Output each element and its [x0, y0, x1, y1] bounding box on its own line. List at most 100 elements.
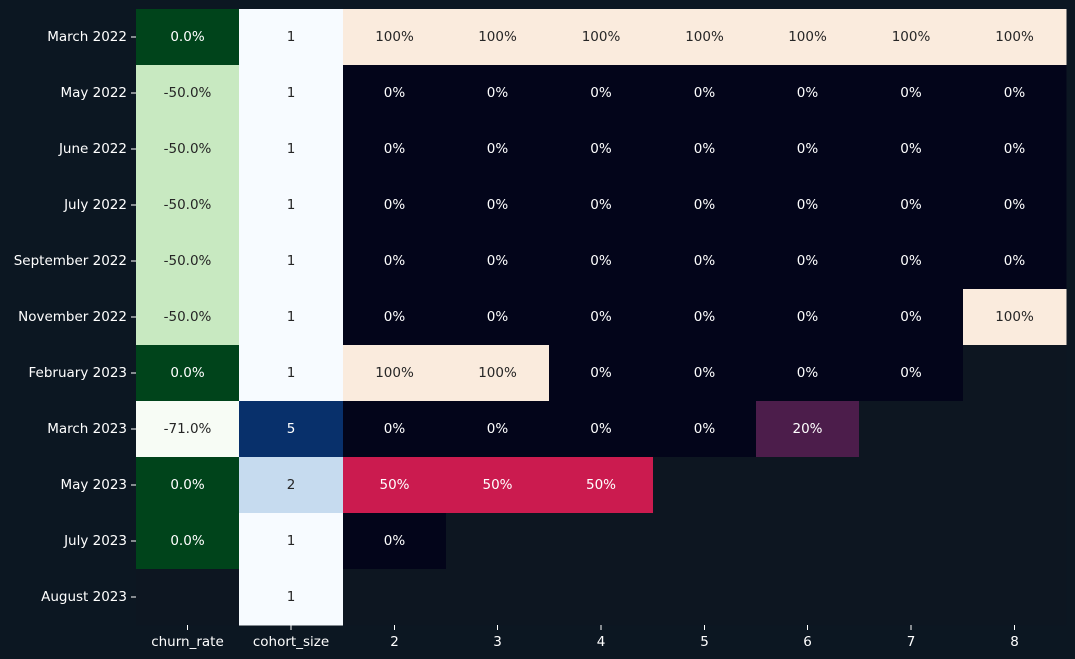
heatmap-cell-retention — [756, 345, 860, 402]
heatmap-cell-retention — [343, 345, 447, 402]
heatmap-cell-empty — [756, 569, 860, 626]
cell-label-retention: 0% — [590, 197, 612, 213]
y-tick-label: September 2022 — [14, 253, 127, 269]
heatmap-cell-empty — [963, 401, 1067, 458]
heatmap-cell-retention — [343, 9, 447, 66]
heatmap-cell-retention — [653, 121, 757, 178]
heatmap-cell-cohort-size — [239, 457, 344, 514]
heatmap-cell-empty — [963, 569, 1067, 626]
cell-label-retention: 0% — [1004, 253, 1026, 269]
cell-label-retention: 0% — [1004, 85, 1026, 101]
heatmap-cell-empty — [343, 569, 447, 626]
heatmap-cell-retention — [549, 289, 654, 346]
heatmap-cell-retention — [756, 121, 860, 178]
heatmap-cell-empty — [859, 513, 964, 570]
cell-label-churn-rate: -50.0% — [164, 309, 212, 325]
heatmap-cell-retention — [446, 289, 550, 346]
cell-label-retention: 0% — [797, 85, 819, 101]
cell-label-retention: 100% — [892, 29, 931, 45]
y-tick-label: June 2022 — [58, 141, 127, 157]
heatmap-cell-retention — [859, 65, 964, 122]
heatmap-cell-empty — [756, 457, 860, 514]
heatmap-cell-retention — [343, 233, 447, 290]
cell-label-cohort-size: 1 — [287, 533, 296, 549]
cell-label-retention: 0% — [694, 309, 716, 325]
cell-label-cohort-size: 1 — [287, 141, 296, 157]
heatmap-cell-retention — [653, 289, 757, 346]
y-tick-label: March 2022 — [47, 29, 127, 45]
heatmap-cell-retention — [653, 401, 757, 458]
heatmap-cell-retention — [963, 233, 1067, 290]
cell-label-cohort-size: 1 — [287, 253, 296, 269]
cell-label-retention: 0% — [590, 141, 612, 157]
heatmap-cell-retention — [343, 65, 447, 122]
x-tick-label: 6 — [803, 634, 812, 650]
heatmap-cell-labels: 0.0% 1 100% 100% 100% 100% 100% 100% 100% -50.0% 1… — [164, 29, 1034, 605]
heatmap-cell-retention — [963, 65, 1067, 122]
heatmap-cell-retention — [756, 289, 860, 346]
x-tick-label: 8 — [1010, 634, 1019, 650]
heatmap-cell-retention — [549, 121, 654, 178]
cell-label-retention: 0% — [694, 197, 716, 213]
heatmap-cell-empty — [549, 569, 654, 626]
cell-label-churn-rate: 0.0% — [170, 365, 204, 381]
heatmap-cell-empty — [859, 569, 964, 626]
cell-label-retention: 100% — [478, 365, 517, 381]
heatmap-cell-retention — [549, 345, 654, 402]
heatmap-cell-cohort-size — [239, 289, 344, 346]
heatmap-cell-empty — [136, 569, 240, 626]
heatmap-cell-retention — [859, 233, 964, 290]
heatmap-cell-retention — [549, 401, 654, 458]
cell-label-retention: 0% — [384, 421, 406, 437]
cell-label-retention: 0% — [590, 365, 612, 381]
heatmap-cell-empty — [859, 457, 964, 514]
heatmap-cell-churn-rate — [136, 9, 240, 66]
x-tick-label: 4 — [597, 634, 606, 650]
x-tick-label: 5 — [700, 634, 709, 650]
cell-label-churn-rate: -50.0% — [164, 85, 212, 101]
heatmap-cell-retention — [549, 9, 654, 66]
heatmap-cell-retention — [653, 177, 757, 234]
cell-label-churn-rate: 0.0% — [170, 533, 204, 549]
heatmap-cell-empty — [963, 457, 1067, 514]
x-tick-label: cohort_size — [253, 634, 329, 650]
cell-label-cohort-size: 1 — [287, 589, 296, 605]
cell-label-cohort-size: 1 — [287, 29, 296, 45]
cell-label-retention: 100% — [685, 29, 724, 45]
cell-label-retention: 20% — [792, 421, 822, 437]
y-tick-label: July 2023 — [63, 533, 127, 549]
cell-label-retention: 0% — [694, 85, 716, 101]
heatmap-cell-retention — [343, 121, 447, 178]
cell-label-cohort-size: 5 — [287, 421, 296, 437]
cell-label-churn-rate: -50.0% — [164, 141, 212, 157]
cell-label-retention: 0% — [797, 309, 819, 325]
cell-label-churn-rate: -50.0% — [164, 253, 212, 269]
heatmap-cell-empty — [963, 513, 1067, 570]
cell-label-retention: 100% — [375, 29, 414, 45]
heatmap-cell-retention — [446, 345, 550, 402]
cell-label-cohort-size: 2 — [287, 477, 296, 493]
heatmap-cell-retention — [756, 401, 860, 458]
cell-label-cohort-size: 1 — [287, 85, 296, 101]
cell-label-churn-rate: -50.0% — [164, 197, 212, 213]
cell-label-retention: 0% — [487, 421, 509, 437]
heatmap-cell-churn-rate — [136, 65, 240, 122]
y-tick-label: November 2022 — [18, 309, 127, 325]
cell-label-retention: 0% — [384, 253, 406, 269]
cell-label-retention: 0% — [384, 197, 406, 213]
heatmap-cell-retention — [963, 9, 1067, 66]
heatmap-cell-cohort-size — [239, 65, 344, 122]
cell-label-retention: 50% — [379, 477, 409, 493]
cell-label-retention: 0% — [487, 141, 509, 157]
heatmap-cell-retention — [446, 401, 550, 458]
cell-label-retention: 100% — [995, 309, 1034, 325]
heatmap-cell-retention — [653, 233, 757, 290]
heatmap-cell-retention — [756, 65, 860, 122]
cell-label-retention: 0% — [797, 365, 819, 381]
heatmap-cell-churn-rate — [136, 121, 240, 178]
cell-label-retention: 0% — [900, 253, 922, 269]
heatmap-cell-cohort-size — [239, 177, 344, 234]
cell-label-retention: 100% — [582, 29, 621, 45]
cell-label-retention: 0% — [590, 421, 612, 437]
cell-label-retention: 0% — [384, 85, 406, 101]
